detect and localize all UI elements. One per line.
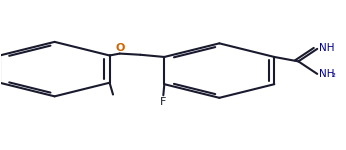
Text: NH: NH — [319, 44, 335, 53]
Text: ₂: ₂ — [332, 69, 336, 79]
Text: F: F — [160, 97, 166, 107]
Text: O: O — [115, 43, 125, 53]
Text: NH: NH — [319, 69, 335, 79]
